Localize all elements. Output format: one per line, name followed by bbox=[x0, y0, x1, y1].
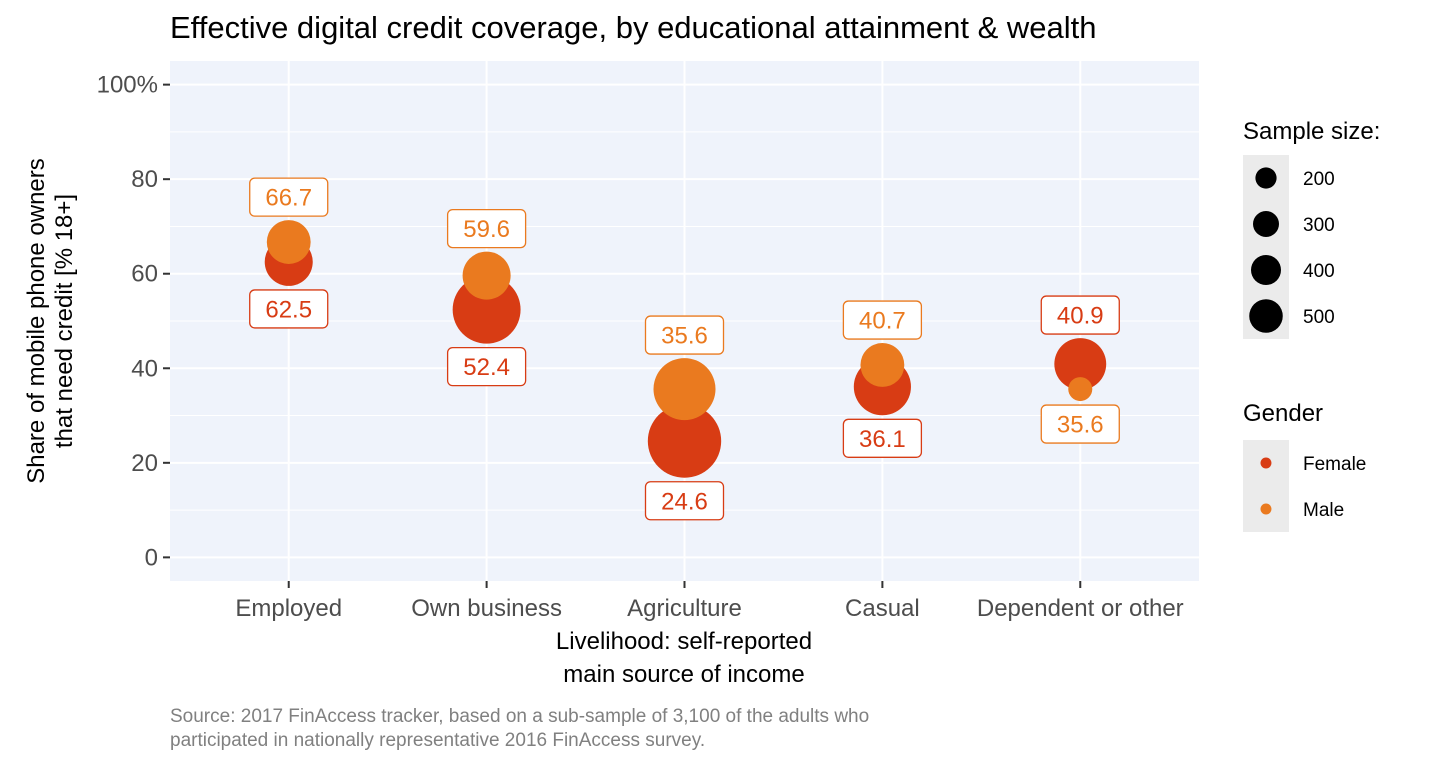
y-axis-title-line-2: that need credit [% 18+] bbox=[51, 194, 78, 448]
data-label-text: 62.5 bbox=[265, 296, 312, 323]
point-female bbox=[647, 404, 722, 478]
data-label-box bbox=[249, 177, 329, 217]
size-legend: 200 300 400 500 bbox=[1243, 155, 1335, 339]
legend-size-label: 400 bbox=[1303, 261, 1335, 282]
legend-color-title: Gender bbox=[1243, 400, 1323, 427]
data-label-male: 35.6 bbox=[644, 315, 725, 355]
x-tick-label: Employed bbox=[235, 595, 342, 622]
y-tick-label: 60 bbox=[131, 261, 158, 288]
data-label-text: 36.1 bbox=[859, 426, 906, 453]
data-label-box bbox=[644, 315, 725, 355]
legend-size-key bbox=[1251, 255, 1281, 285]
point-male bbox=[266, 220, 311, 264]
data-labels: 62.5 52.4 24.6 36.1 40.9 66.7 59.6 35.6 40.7 35.6 bbox=[249, 177, 1120, 521]
data-label-box bbox=[446, 208, 527, 249]
data-label-text: 35.6 bbox=[1057, 412, 1104, 439]
y-tick-label: 100% bbox=[97, 72, 158, 99]
data-label-female: 62.5 bbox=[249, 289, 329, 329]
y-tick-label: 0 bbox=[145, 544, 158, 571]
legend-color-label: Male bbox=[1303, 500, 1344, 521]
y-axis: 0 20 40 60 80 100% bbox=[97, 72, 170, 571]
data-label-male: 66.7 bbox=[249, 177, 329, 217]
legend: Sample size: 200 300 400 500 Gender Female M… bbox=[1243, 118, 1380, 532]
y-tick-label: 40 bbox=[131, 355, 158, 382]
data-label-text: 52.4 bbox=[463, 354, 510, 381]
point-male bbox=[653, 358, 716, 421]
data-label-box bbox=[1040, 404, 1120, 444]
point-male bbox=[1068, 377, 1093, 402]
caption-line-2: participated in nationally representativ… bbox=[170, 730, 705, 751]
data-label-male: 35.6 bbox=[1040, 404, 1120, 444]
legend-size-label: 500 bbox=[1303, 307, 1335, 328]
data-label-text: 59.6 bbox=[463, 216, 510, 243]
data-label-male: 59.6 bbox=[446, 208, 527, 249]
data-label-box bbox=[446, 346, 527, 387]
x-axis-title-line-1: Livelihood: self-reported bbox=[556, 628, 812, 655]
y-axis-title-line-1: Share of mobile phone owners bbox=[23, 158, 50, 484]
chart-title: Effective digital credit coverage, by ed… bbox=[170, 10, 1097, 45]
data-label-box bbox=[249, 289, 329, 329]
data-label-box bbox=[842, 418, 923, 458]
data-label-male: 40.7 bbox=[842, 300, 923, 340]
x-tick-label: Agriculture bbox=[627, 595, 742, 622]
data-points bbox=[264, 220, 1107, 478]
legend-color-key bbox=[1260, 503, 1272, 515]
point-female bbox=[452, 275, 521, 344]
data-label-text: 24.6 bbox=[661, 488, 708, 515]
x-axis-title-line-2: main source of income bbox=[563, 661, 804, 688]
data-label-female: 24.6 bbox=[644, 481, 725, 521]
legend-size-title: Sample size: bbox=[1243, 118, 1380, 145]
legend-color-label: Female bbox=[1303, 454, 1366, 475]
y-tick-label: 80 bbox=[131, 166, 158, 193]
legend-color-key bbox=[1260, 457, 1272, 469]
data-label-text: 40.9 bbox=[1057, 303, 1104, 330]
color-legend: Female Male bbox=[1243, 440, 1366, 532]
data-label-box bbox=[1040, 295, 1120, 335]
x-tick-label: Dependent or other bbox=[977, 595, 1184, 622]
legend-size-label: 300 bbox=[1303, 215, 1335, 236]
y-tick-label: 20 bbox=[131, 450, 158, 477]
point-female bbox=[1054, 338, 1107, 390]
data-label-text: 40.7 bbox=[859, 308, 906, 335]
legend-size-key bbox=[1255, 167, 1277, 189]
data-label-female: 36.1 bbox=[842, 418, 923, 458]
data-label-female: 40.9 bbox=[1040, 295, 1120, 335]
data-label-female: 52.4 bbox=[446, 346, 527, 387]
legend-size-label: 200 bbox=[1303, 169, 1335, 190]
data-label-box bbox=[842, 300, 923, 340]
data-label-box bbox=[644, 481, 725, 521]
legend-size-key bbox=[1249, 299, 1283, 333]
legend-size-key bbox=[1253, 211, 1279, 237]
point-male bbox=[860, 343, 905, 387]
data-label-text: 66.7 bbox=[265, 185, 312, 212]
x-tick-label: Casual bbox=[845, 595, 920, 622]
x-tick-label: Own business bbox=[411, 595, 562, 622]
data-label-text: 35.6 bbox=[661, 323, 708, 350]
x-axis: Employed Own business Agriculture Casual Dep… bbox=[235, 581, 1184, 622]
caption-line-1: Source: 2017 FinAccess tracker, based on… bbox=[170, 706, 869, 727]
point-male bbox=[462, 251, 511, 300]
